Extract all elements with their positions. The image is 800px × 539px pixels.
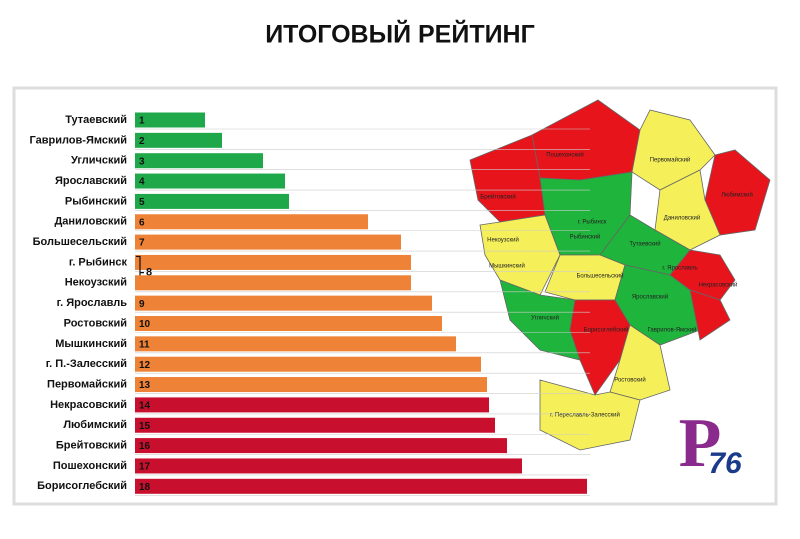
y-tick-label: Первомайский <box>47 378 127 390</box>
rank-label: 4 <box>139 177 145 188</box>
logo-bg <box>668 412 760 496</box>
region <box>569 299 631 396</box>
bar <box>135 316 442 331</box>
map-label: Ростовский <box>614 377 646 384</box>
y-tick-label: Даниловский <box>54 216 127 228</box>
bar <box>135 112 205 128</box>
bar <box>135 275 411 291</box>
map-label: Пошехонский <box>546 152 584 159</box>
y-tick-label: г. П.-Залесский <box>46 358 127 370</box>
bar <box>135 193 289 209</box>
rank-label: 9 <box>139 299 145 310</box>
bar <box>135 397 489 413</box>
y-tick-label: Гаврилов-Ямский <box>30 134 128 146</box>
map-label: Некоузский <box>487 237 519 244</box>
region <box>539 379 641 451</box>
y-tick-label: Некоузский <box>65 277 127 289</box>
map: Пошехонский Первомайский Любимский Брейтовс… <box>469 99 771 451</box>
rank-label: 5 <box>139 197 145 208</box>
bar <box>135 438 507 454</box>
rank-label: 2 <box>139 136 145 147</box>
rank-label: 3 <box>139 156 145 167</box>
rank-label: 18 <box>139 482 151 493</box>
rank-label: 11 <box>139 339 150 350</box>
logo: Р 76 <box>668 405 760 496</box>
map-label: Большесельский <box>576 273 623 280</box>
rank-label: 13 <box>139 380 151 391</box>
bar <box>135 356 481 372</box>
rank-label: 6 <box>139 217 145 228</box>
bar <box>135 295 432 311</box>
bar <box>135 173 285 189</box>
rank-label: 14 <box>139 401 151 412</box>
rank-label: 10 <box>139 319 151 330</box>
bar <box>135 417 495 433</box>
y-tick-label: Мышкинский <box>55 338 127 350</box>
rank-label: 8 <box>146 267 152 279</box>
map-label: Любимский <box>721 192 753 199</box>
y-tick-label: Рыбинский <box>65 195 127 207</box>
bar <box>135 214 368 230</box>
map-label: Мышкинский <box>489 263 525 270</box>
map-label: Брейтовский <box>480 194 515 201</box>
rank-label: 12 <box>139 360 151 371</box>
map-label: Даниловский <box>664 215 700 222</box>
map-label: г. Рыбинск <box>578 220 607 226</box>
y-tick-label: Тутаевский <box>65 114 127 126</box>
logo-letter: Р <box>679 405 722 482</box>
y-tick-label: Некрасовский <box>50 399 127 411</box>
y-tick-label: Любимский <box>63 419 127 431</box>
y-tick-label: Ростовский <box>64 317 127 329</box>
logo-number: 76 <box>708 447 742 480</box>
y-tick-label: Угличский <box>71 155 127 167</box>
map-label: Гаврилов-Ямский <box>647 327 696 334</box>
map-label: г. Переславль-Залесский <box>550 412 620 419</box>
bar <box>135 336 456 352</box>
rank-label: 15 <box>139 421 151 432</box>
y-tick-label: г. Рыбинск <box>69 256 128 268</box>
chart-title: ИТОГОВЫЙ РЕЙТИНГ <box>265 19 535 49</box>
bar <box>135 478 587 494</box>
map-label: Рыбинский <box>570 234 601 241</box>
map-label: Угличский <box>531 315 559 322</box>
region <box>689 289 731 341</box>
bar <box>135 234 401 250</box>
map-label: Тутаевский <box>629 241 660 248</box>
rank-label: 16 <box>139 441 151 452</box>
bar <box>135 132 222 148</box>
y-tick-label: Большесельский <box>33 236 127 248</box>
y-tick-label: г. Ярославль <box>57 297 128 309</box>
bar <box>135 377 487 393</box>
bar <box>135 153 263 169</box>
map-label: Некрасовский <box>699 282 738 289</box>
rank-label: 17 <box>139 462 151 473</box>
bar <box>135 458 522 474</box>
region <box>631 109 716 191</box>
bar <box>135 254 411 270</box>
y-tick-label: Брейтовский <box>56 440 127 452</box>
y-tick-label: Борисоглебский <box>37 480 127 492</box>
region <box>479 214 561 296</box>
rank-label: 1 <box>139 116 145 127</box>
map-label: г. Ярославль <box>662 266 697 272</box>
map-label: Борисоглебский <box>584 327 629 334</box>
map-label: Первомайский <box>650 157 691 164</box>
y-tick-label: Ярославский <box>55 175 127 187</box>
rank-label: 7 <box>139 238 145 249</box>
map-label: Ярославский <box>632 294 668 301</box>
y-tick-label: Пошехонский <box>53 460 127 472</box>
